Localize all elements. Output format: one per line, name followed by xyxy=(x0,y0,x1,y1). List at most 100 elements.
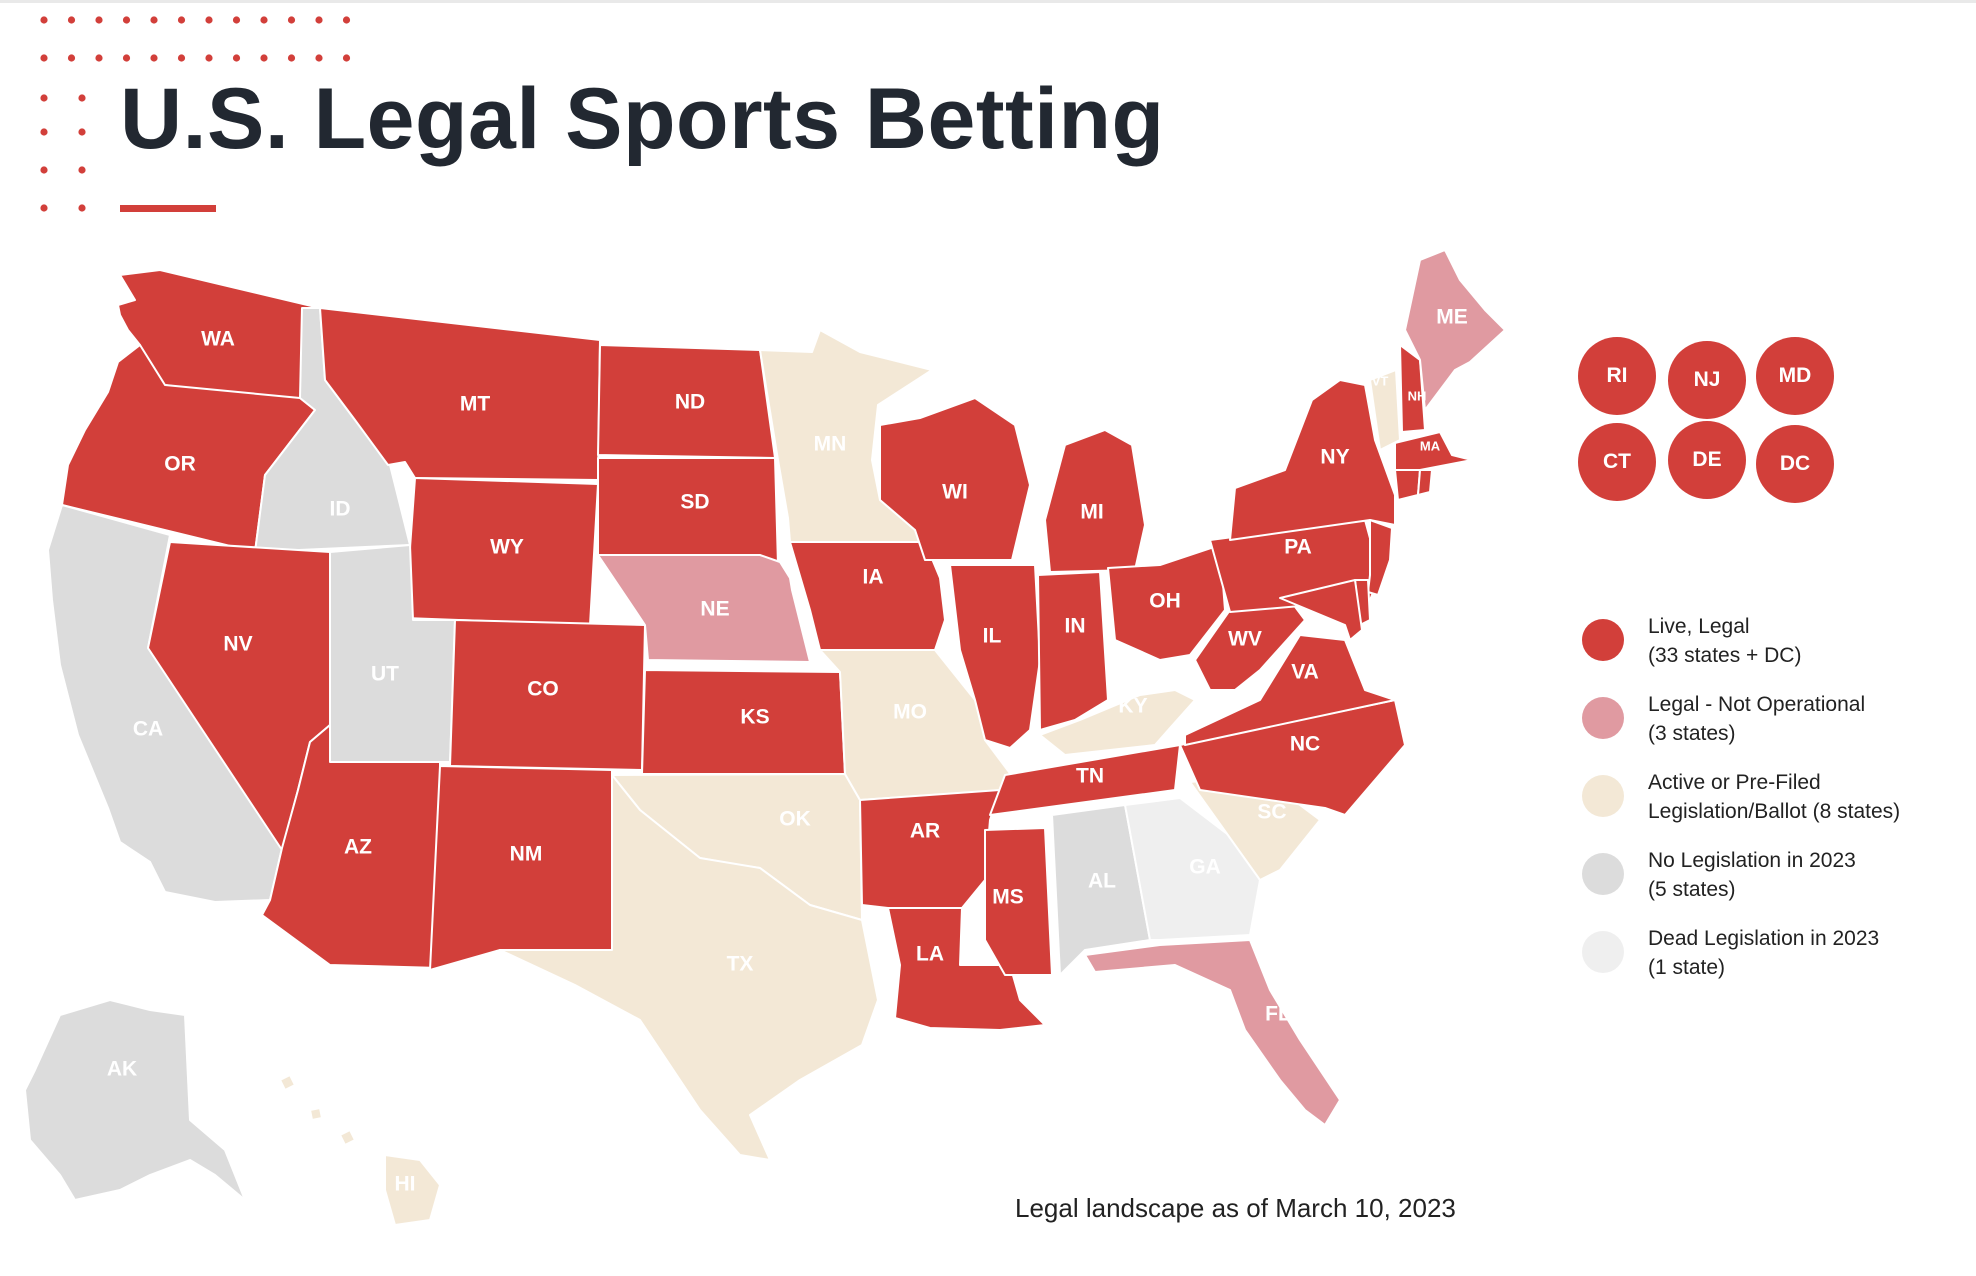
decorative-dot xyxy=(40,54,48,62)
decorative-dot xyxy=(95,54,103,62)
decorative-dot xyxy=(40,166,48,174)
state-label-al: AL xyxy=(1088,870,1116,893)
state-ar xyxy=(859,789,1001,909)
state-label-wy: WY xyxy=(490,536,524,559)
decorative-dot xyxy=(40,94,48,102)
state-label-wi: WI xyxy=(942,481,968,504)
state-label-ca: CA xyxy=(133,718,163,741)
decorative-dot xyxy=(150,16,158,24)
state-label-sd: SD xyxy=(680,491,709,514)
state-label-mn: MN xyxy=(814,433,847,456)
decorative-dot xyxy=(315,16,323,24)
decorative-dot xyxy=(40,204,48,212)
legend-label: Live, Legal (33 states + DC) xyxy=(1648,615,1802,667)
decorative-dot xyxy=(40,16,48,24)
map-legend: Live, Legal (33 states + DC) Legal - Not O… xyxy=(1582,612,1900,1002)
state-fl xyxy=(1084,939,1341,1126)
state-mi xyxy=(1044,429,1146,573)
state-in xyxy=(1037,571,1109,731)
decorative-dot xyxy=(78,128,86,136)
decorative-dot xyxy=(122,54,131,62)
decorative-dot xyxy=(287,16,296,24)
decorative-dot xyxy=(260,16,268,24)
legend-label: Legal - Not Operational (3 states) xyxy=(1648,693,1866,745)
page-title: U.S. Legal Sports Betting xyxy=(120,71,1165,167)
state-label-nm: NM xyxy=(510,843,543,866)
state-label-il: IL xyxy=(983,625,1002,648)
decorative-dot xyxy=(232,16,241,24)
state-label-ak: AK xyxy=(107,1058,137,1081)
state-label-mt: MT xyxy=(460,393,490,416)
state-tn xyxy=(989,744,1181,816)
state-ak xyxy=(24,999,246,1201)
state-label-ia: IA xyxy=(863,566,884,589)
state-label-pa: PA xyxy=(1284,536,1312,559)
small-state-bubble-md: MD xyxy=(1756,337,1834,415)
decorative-dot xyxy=(177,16,186,24)
state-ia xyxy=(789,541,946,651)
state-ny xyxy=(1229,379,1396,541)
state-label-nv: NV xyxy=(223,633,252,656)
state-label-co: CO xyxy=(527,678,559,701)
state-label-tx: TX xyxy=(727,953,754,976)
state-vt xyxy=(1369,369,1401,451)
decorative-dot xyxy=(78,166,86,174)
state-va xyxy=(1184,634,1396,746)
state-label-oh: OH xyxy=(1149,590,1181,613)
state-label-az: AZ xyxy=(344,836,372,859)
state-label-wv: WV xyxy=(1228,628,1262,651)
state-nj xyxy=(1367,519,1393,596)
decorative-dot xyxy=(260,54,268,62)
decorative-dot xyxy=(287,54,296,62)
state-hi xyxy=(279,1074,296,1091)
state-label-la: LA xyxy=(916,943,944,966)
legend-swatch xyxy=(1582,619,1624,661)
decorative-dot xyxy=(67,54,76,62)
state-label-in: IN xyxy=(1065,615,1086,638)
state-label-nh: NH xyxy=(1408,388,1427,403)
state-label-nd: ND xyxy=(675,391,705,414)
decorative-dot xyxy=(78,204,86,212)
state-hi-part xyxy=(384,1154,441,1226)
state-label-wa: WA xyxy=(201,328,235,351)
decorative-dot-grid xyxy=(40,16,351,212)
state-label-id: ID xyxy=(330,498,351,521)
decorative-dot xyxy=(205,16,213,24)
state-label-ny: NY xyxy=(1320,446,1349,469)
state-label-ne: NE xyxy=(700,598,729,621)
state-label-mo: MO xyxy=(893,701,927,724)
state-mn xyxy=(759,329,933,543)
state-label-ky: KY xyxy=(1118,695,1147,718)
state-label-sc: SC xyxy=(1257,801,1286,824)
state-ri xyxy=(1417,469,1433,496)
state-az xyxy=(261,724,441,969)
state-ne xyxy=(597,554,811,663)
decorative-dot xyxy=(150,54,158,62)
state-label-ma: MA xyxy=(1420,438,1441,453)
state-hi-part xyxy=(339,1129,356,1146)
state-label-mi: MI xyxy=(1080,501,1103,524)
state-ky xyxy=(1039,689,1196,756)
small-state-bubble-nj: NJ xyxy=(1668,341,1746,419)
state-label-va: VA xyxy=(1291,661,1319,684)
state-label-ks: KS xyxy=(740,706,769,729)
small-state-bubble-ri: RI xyxy=(1578,337,1656,415)
legend-item-not-operational: Legal - Not Operational (3 states) xyxy=(1582,690,1900,748)
state-al xyxy=(1051,804,1151,976)
state-label-ut: UT xyxy=(371,663,399,686)
small-state-bubble-de: DE xyxy=(1668,421,1746,499)
state-md xyxy=(1279,579,1363,641)
small-state-bubble-dc: DC xyxy=(1756,425,1834,503)
state-la xyxy=(887,907,1046,1031)
decorative-dot xyxy=(67,16,76,24)
state-label-me: ME xyxy=(1436,306,1468,329)
legend-item-active: Active or Pre-Filed Legislation/Ballot (8… xyxy=(1582,768,1900,826)
state-label-tn: TN xyxy=(1076,765,1104,788)
decorative-dot xyxy=(78,94,86,102)
legend-item-live: Live, Legal (33 states + DC) xyxy=(1582,612,1900,670)
state-label-ok: OK xyxy=(779,808,811,831)
legend-item-dead: Dead Legislation in 2023 (1 state) xyxy=(1582,924,1900,982)
state-ms xyxy=(984,827,1053,976)
state-label-ar: AR xyxy=(910,820,940,843)
title-underline xyxy=(120,205,216,212)
